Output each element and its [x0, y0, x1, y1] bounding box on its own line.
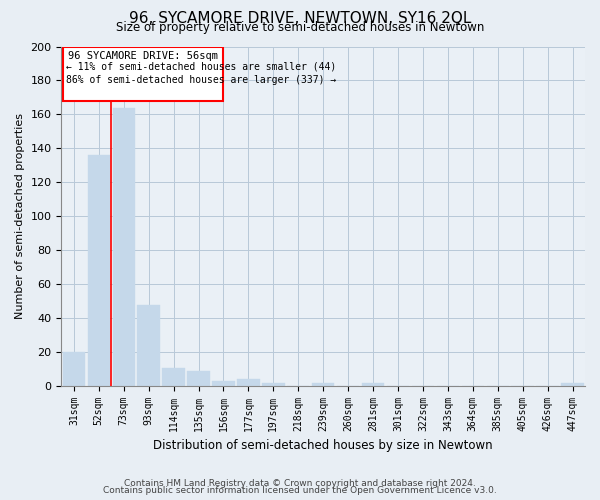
Text: 96 SYCAMORE DRIVE: 56sqm: 96 SYCAMORE DRIVE: 56sqm — [68, 50, 218, 60]
Text: Contains HM Land Registry data © Crown copyright and database right 2024.: Contains HM Land Registry data © Crown c… — [124, 478, 476, 488]
Bar — [262, 383, 284, 386]
Bar — [113, 108, 135, 386]
Text: 96, SYCAMORE DRIVE, NEWTOWN, SY16 2QL: 96, SYCAMORE DRIVE, NEWTOWN, SY16 2QL — [129, 11, 471, 26]
Bar — [88, 155, 110, 386]
Bar — [312, 383, 334, 386]
Bar — [212, 381, 235, 386]
Text: Size of property relative to semi-detached houses in Newtown: Size of property relative to semi-detach… — [116, 22, 484, 35]
Text: 86% of semi-detached houses are larger (337) →: 86% of semi-detached houses are larger (… — [67, 74, 337, 85]
Bar — [137, 304, 160, 386]
Bar — [362, 383, 384, 386]
Bar — [187, 371, 210, 386]
X-axis label: Distribution of semi-detached houses by size in Newtown: Distribution of semi-detached houses by … — [154, 440, 493, 452]
Bar — [562, 383, 584, 386]
Bar — [237, 380, 260, 386]
Text: ← 11% of semi-detached houses are smaller (44): ← 11% of semi-detached houses are smalle… — [67, 62, 337, 72]
Bar — [163, 368, 185, 386]
Y-axis label: Number of semi-detached properties: Number of semi-detached properties — [15, 114, 25, 320]
FancyBboxPatch shape — [62, 46, 223, 101]
Text: Contains public sector information licensed under the Open Government Licence v3: Contains public sector information licen… — [103, 486, 497, 495]
Bar — [62, 352, 85, 386]
